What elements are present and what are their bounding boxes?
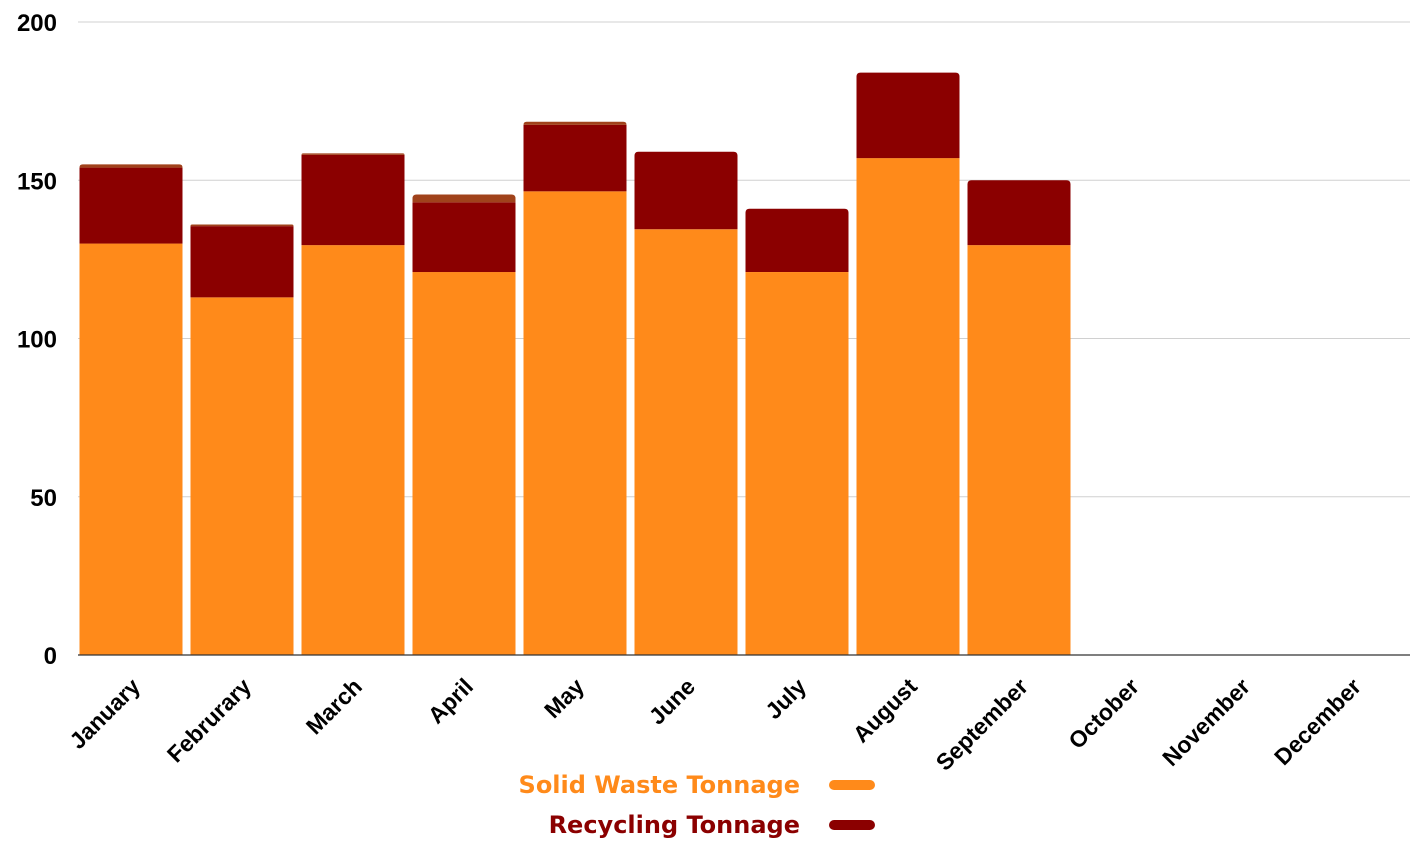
bar-segment-recycling-tonnage [301, 154, 405, 246]
bar-segment-series-2 [301, 153, 405, 155]
x-category-label: April [423, 673, 478, 728]
x-category-label: July [760, 673, 811, 724]
bar-segment-solid-waste-tonnage [967, 245, 1071, 655]
bar-segment-solid-waste-tonnage [634, 229, 738, 655]
y-tick-label: 0 [44, 643, 57, 670]
y-tick-label: 100 [17, 327, 57, 354]
x-category-label: January [64, 673, 145, 754]
x-category-label: June [644, 673, 700, 729]
bar-segment-recycling-tonnage [745, 208, 849, 273]
gridlines [78, 21, 1410, 498]
x-category-label: March [301, 673, 367, 739]
bars [79, 72, 1071, 656]
bar-segment-recycling-tonnage [967, 180, 1071, 246]
bar-segment-solid-waste-tonnage [523, 191, 627, 655]
bar-segment-solid-waste-tonnage [856, 158, 960, 655]
x-category-label: August [848, 673, 923, 748]
bar-segment-recycling-tonnage [634, 151, 738, 230]
bar-segment-series-2 [412, 194, 516, 203]
legend: Solid Waste Tonnage Recycling Tonnage [519, 771, 875, 839]
bar-segment-recycling-tonnage [190, 226, 294, 298]
y-tick-label: 150 [17, 168, 57, 195]
bar-segment-series-2 [523, 121, 627, 125]
bar-segment-solid-waste-tonnage [745, 272, 849, 655]
x-category-label: Februrary [162, 673, 256, 767]
bar-segment-recycling-tonnage [856, 72, 960, 159]
legend-label-recycling: Recycling Tonnage [549, 811, 800, 839]
bar-segment-recycling-tonnage [412, 202, 516, 273]
x-category-label: November [1157, 673, 1255, 771]
x-axis-category-labels: January Februrary March April May June July Aug… [64, 673, 1366, 776]
bar-segment-recycling-tonnage [79, 167, 183, 244]
bar-segment-solid-waste-tonnage [301, 245, 405, 655]
x-category-label: May [539, 673, 589, 723]
bar-segment-solid-waste-tonnage [190, 297, 294, 655]
x-category-label: December [1269, 673, 1366, 770]
bar-segment-series-2 [79, 164, 183, 168]
bar-segment-solid-waste-tonnage [79, 243, 183, 656]
legend-label-solid-waste: Solid Waste Tonnage [519, 771, 800, 799]
bar-segment-series-2 [190, 224, 294, 227]
y-axis-tick-labels: 0 50 100 150 200 [17, 10, 57, 670]
x-category-label: September [931, 673, 1033, 775]
y-tick-label: 200 [17, 10, 57, 37]
bar-segment-solid-waste-tonnage [412, 272, 516, 655]
x-category-label: October [1063, 673, 1144, 754]
y-tick-label: 50 [30, 485, 57, 512]
bar-segment-recycling-tonnage [523, 124, 627, 192]
